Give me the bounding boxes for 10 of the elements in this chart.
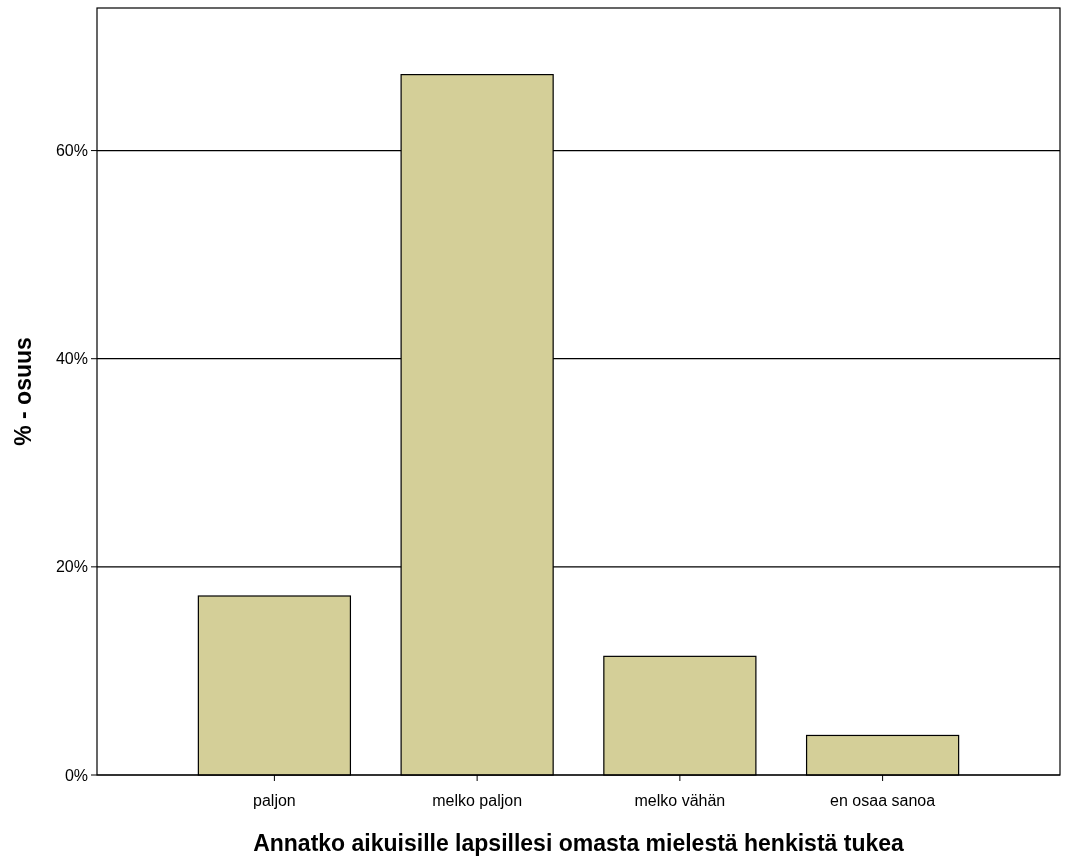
y-tick-label: 0% bbox=[64, 766, 88, 784]
x-axis-title: Annatko aikuisille lapsillesi omasta mielestä henkistä tukea bbox=[253, 830, 905, 856]
y-axis-title: % - osuus bbox=[10, 337, 36, 446]
y-tick-label: 40% bbox=[55, 350, 88, 368]
x-tick-label: melko vähän bbox=[634, 792, 726, 809]
x-tick-label: melko paljon bbox=[432, 792, 523, 809]
y-tick-label: 60% bbox=[55, 142, 88, 160]
x-tick-label: en osaa sanoa bbox=[830, 792, 936, 809]
y-tick-label: 20% bbox=[55, 558, 88, 576]
x-tick-label: paljon bbox=[253, 792, 296, 809]
